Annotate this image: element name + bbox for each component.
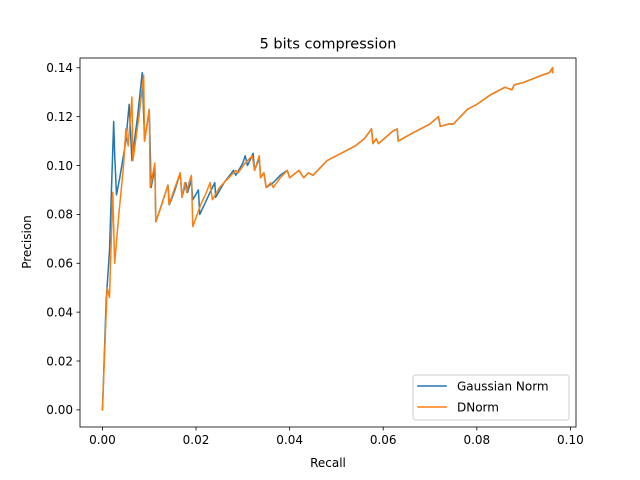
y-tick-label: 0.06 — [46, 257, 73, 271]
y-tick-label: 0.14 — [46, 61, 73, 75]
legend-frame — [412, 374, 570, 421]
y-tick-label: 0.00 — [46, 403, 73, 417]
x-tick-label: 0.00 — [89, 433, 116, 447]
y-tick-label: 0.02 — [46, 354, 73, 368]
y-axis-label: Precision — [20, 215, 34, 269]
x-tick-label: 0.10 — [557, 433, 584, 447]
y-tick-label: 0.10 — [46, 159, 73, 173]
y-tick-label: 0.04 — [46, 305, 73, 319]
series-line-dnorm — [101, 67, 554, 411]
x-axis: 0.00 0.02 0.04 0.06 0.08 0.10 — [89, 427, 584, 447]
x-tick-label: 0.08 — [463, 433, 490, 447]
legend-label-dnorm: DNorm — [457, 401, 499, 415]
series-layer — [101, 67, 554, 411]
x-axis-label: Recall — [310, 456, 346, 470]
x-tick-label: 0.06 — [370, 433, 397, 447]
legend: Gaussian Norm DNorm — [412, 374, 570, 421]
y-axis: 0.00 0.02 0.04 0.06 0.08 0.10 0.12 0.14 — [46, 61, 80, 417]
plot-area — [79, 57, 577, 428]
plot-background — [80, 58, 576, 427]
plot-frame — [79, 57, 577, 428]
y-tick-label: 0.12 — [46, 110, 73, 124]
legend-label-gaussian-norm: Gaussian Norm — [457, 380, 549, 394]
y-tick-label: 0.08 — [46, 208, 73, 222]
chart-title: 5 bits compression — [260, 37, 397, 53]
x-tick-label: 0.02 — [183, 433, 210, 447]
x-tick-label: 0.04 — [276, 433, 303, 447]
